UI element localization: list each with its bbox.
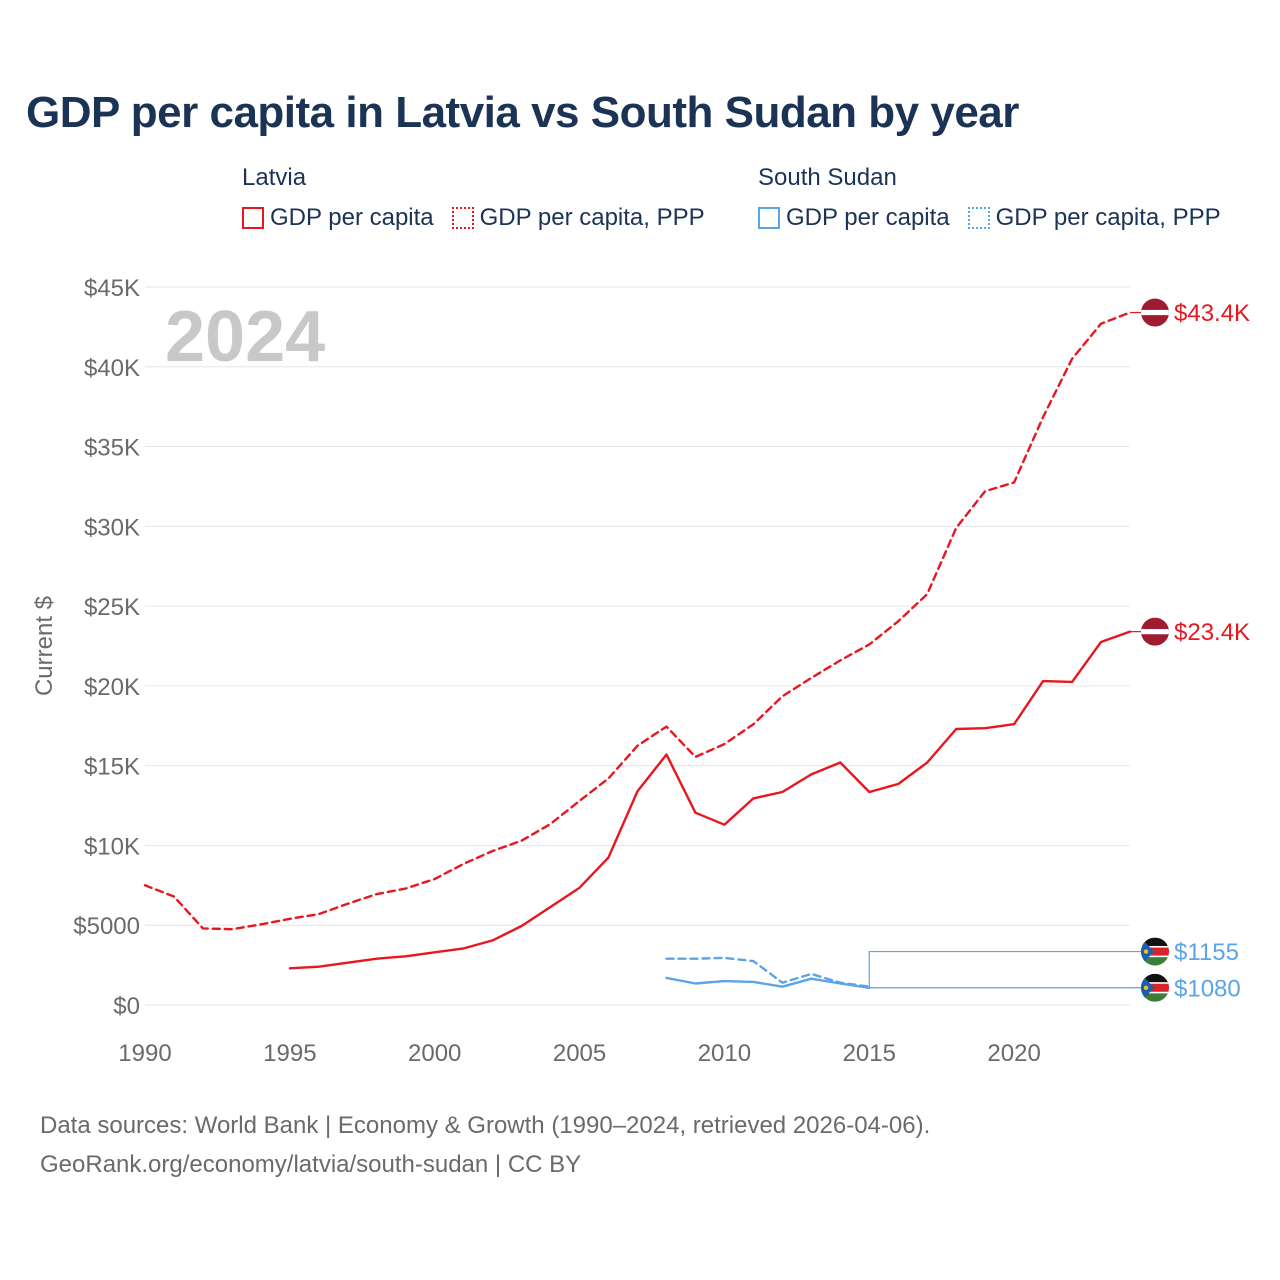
legend-item-label: GDP per capita (786, 204, 950, 231)
legend-country-latvia: Latvia (242, 164, 307, 191)
dotted-swatch-icon (451, 207, 474, 229)
south-sudan-flag-icon (1141, 937, 1169, 966)
x-tick-label: 2005 (553, 1040, 606, 1067)
dotted-swatch-icon (967, 207, 990, 229)
y-axis-label: Current $ (31, 596, 58, 696)
y-tick-label: $25K (84, 594, 140, 621)
legend-item-label: GDP per capita, PPP (479, 204, 705, 231)
y-tick-label: $35K (84, 435, 140, 462)
y-tick-label: $15K (84, 754, 140, 781)
solid-swatch-icon (758, 207, 780, 229)
x-tick-label: 2000 (408, 1040, 461, 1067)
legend-item-latvia-gdp[interactable]: GDP per capita (242, 204, 434, 232)
y-tick-label: $5000 (73, 913, 140, 940)
y-tick-label: $0 (113, 993, 140, 1020)
solid-swatch-icon (242, 207, 264, 229)
latvia-flag-icon (1141, 617, 1169, 646)
x-tick-label: 2020 (987, 1040, 1040, 1067)
y-tick-label: $40K (84, 355, 140, 382)
legend-item-label: GDP per capita, PPP (995, 204, 1221, 231)
grid-lines (145, 286, 1130, 1006)
series-lines (143, 311, 1132, 989)
latvia-flag-icon (1141, 298, 1169, 327)
y-tick-label: $30K (84, 514, 140, 541)
x-tick-label: 1990 (118, 1040, 171, 1067)
y-tick-labels: $0 $5000 $10K $15K $20K $25K $30K $35K $40K $45K (73, 275, 140, 1020)
chart-title: GDP per capita in Latvia vs South Sudan … (26, 88, 1019, 137)
y-tick-label: $20K (84, 674, 140, 701)
footer-sources: Data sources: World Bank | Economy & Gro… (40, 1112, 931, 1139)
series-line-latvia-gdp-per-capita-ppp[interactable] (143, 311, 1132, 931)
y-tick-label: $10K (84, 833, 140, 860)
legend-item-label: GDP per capita (270, 204, 434, 231)
legend-country-south-sudan: South Sudan (758, 164, 897, 191)
y-tick-label: $45K (84, 275, 140, 302)
legend-south-sudan: South Sudan GDP per capita GDP per capit… (758, 162, 1221, 232)
series-line-latvia-gdp-per-capita[interactable] (288, 630, 1132, 970)
x-tick-label: 2015 (843, 1040, 896, 1067)
end-value-label: $1155 (1174, 939, 1239, 966)
legend-item-south-sudan-gdp[interactable]: GDP per capita (758, 204, 950, 232)
footer: Data sources: World Bank | Economy & Gro… (40, 1106, 930, 1184)
label-connector (868, 950, 1141, 987)
legend-latvia: Latvia GDP per capita GDP per capita, PP… (242, 162, 705, 232)
legend-item-latvia-gdp-ppp[interactable]: GDP per capita, PPP (451, 204, 705, 232)
x-tick-label: 2010 (698, 1040, 751, 1067)
series-line-south-sudan-gdp-per-capita[interactable] (665, 976, 871, 989)
x-tick-labels: 1990 1995 2000 2005 2010 2015 2020 (118, 1040, 1041, 1067)
year-watermark: 2024 (165, 297, 325, 377)
legend-item-south-sudan-gdp-ppp[interactable]: GDP per capita, PPP (967, 204, 1221, 232)
end-value-label: $23.4K (1174, 619, 1250, 646)
end-value-label: $1080 (1174, 975, 1241, 1002)
x-tick-label: 1995 (263, 1040, 316, 1067)
end-labels: $43.4K $23.4K $1155 $1080 (868, 298, 1250, 1002)
end-value-label: $43.4K (1174, 300, 1250, 327)
footer-attribution: GeoRank.org/economy/latvia/south-sudan |… (40, 1151, 582, 1178)
south-sudan-flag-icon (1141, 973, 1169, 1002)
